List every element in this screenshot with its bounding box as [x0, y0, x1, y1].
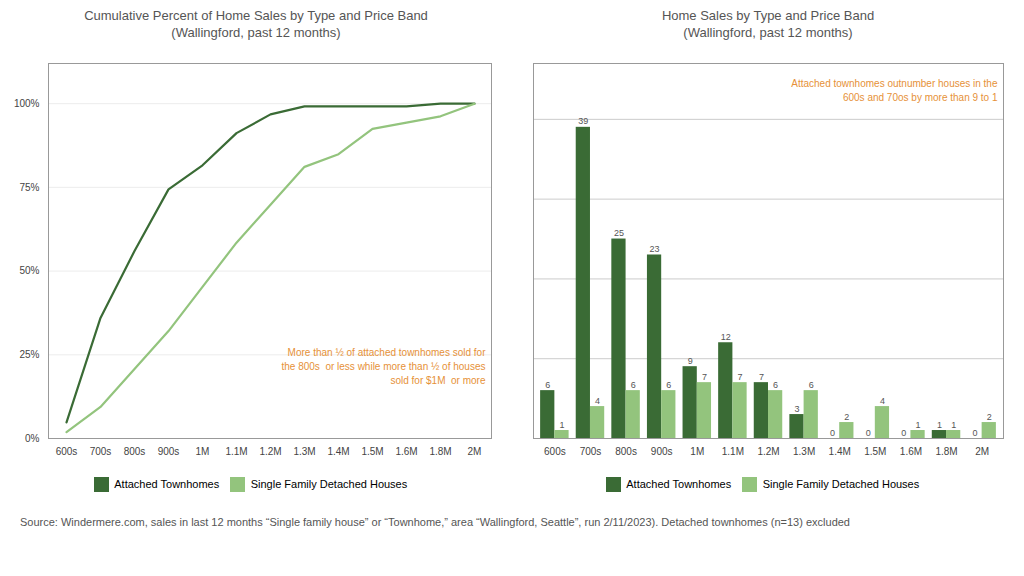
svg-text:39: 39: [578, 116, 588, 126]
svg-text:1M: 1M: [196, 445, 210, 456]
svg-text:25%: 25%: [19, 349, 39, 360]
svg-text:7: 7: [738, 371, 743, 381]
svg-text:1.1M: 1.1M: [722, 445, 744, 456]
svg-text:6: 6: [545, 379, 550, 389]
svg-text:25: 25: [614, 228, 624, 238]
svg-text:7: 7: [702, 371, 707, 381]
svg-text:900s: 900s: [651, 445, 673, 456]
svg-text:1.5M: 1.5M: [361, 445, 383, 456]
svg-text:2M: 2M: [975, 445, 989, 456]
svg-text:3: 3: [794, 403, 799, 413]
svg-text:600s: 600s: [544, 445, 566, 456]
html-text:Home Sales by Type and Price B: Home Sales by Type and Price Band (Walli…: [661, 8, 875, 40]
svg-text:1: 1: [937, 419, 942, 429]
svg-text:1: 1: [559, 419, 564, 429]
svg-text:1: 1: [951, 419, 956, 429]
svg-text:0%: 0%: [25, 432, 40, 443]
svg-text:1.4M: 1.4M: [327, 445, 349, 456]
html-text:Attached Townhomes: Attached Townhomes: [114, 478, 220, 491]
svg-text:1.2M: 1.2M: [259, 445, 281, 456]
svg-text:1.6M: 1.6M: [395, 445, 417, 456]
svg-text:1.8M: 1.8M: [935, 445, 957, 456]
svg-text:2: 2: [987, 411, 992, 421]
svg-text:4: 4: [880, 395, 885, 405]
html-text:Single Family Detached Houses: Single Family Detached Houses: [250, 478, 408, 491]
svg-text:More than ½ of attached townho: More than ½ of attached townhomes sold f…: [281, 346, 486, 385]
svg-text:6: 6: [809, 379, 814, 389]
svg-text:2M: 2M: [468, 445, 482, 456]
svg-text:4: 4: [595, 395, 600, 405]
svg-text:600s: 600s: [56, 445, 78, 456]
svg-text:1M: 1M: [690, 445, 704, 456]
svg-text:1.1M: 1.1M: [225, 445, 247, 456]
svg-text:Attached townhomes outnumber h: Attached townhomes outnumber houses in t…: [791, 78, 998, 103]
svg-text:1.5M: 1.5M: [864, 445, 886, 456]
svg-text:0: 0: [901, 427, 906, 437]
svg-text:75%: 75%: [19, 181, 39, 192]
svg-text:12: 12: [721, 332, 731, 342]
svg-text:2: 2: [844, 411, 849, 421]
html-text:Attached Townhomes: Attached Townhomes: [626, 478, 732, 491]
svg-text:50%: 50%: [19, 265, 39, 276]
svg-text:1.4M: 1.4M: [829, 445, 851, 456]
svg-text:0: 0: [866, 427, 871, 437]
html-text:Cumulative Percent of Home Sal: Cumulative Percent of Home Sales by Type…: [84, 8, 428, 40]
svg-text:100%: 100%: [14, 98, 40, 109]
svg-text:800s: 800s: [615, 445, 637, 456]
svg-text:1.8M: 1.8M: [429, 445, 451, 456]
svg-text:1.3M: 1.3M: [793, 445, 815, 456]
svg-text:900s: 900s: [158, 445, 180, 456]
svg-text:23: 23: [650, 244, 660, 254]
svg-text:1.2M: 1.2M: [757, 445, 779, 456]
svg-text:800s: 800s: [124, 445, 146, 456]
svg-text:1.3M: 1.3M: [293, 445, 315, 456]
svg-text:1: 1: [916, 419, 921, 429]
svg-text:7: 7: [759, 371, 764, 381]
html-text:Source: Windermere.com, sales: Source: Windermere.com, sales in last 12…: [20, 516, 850, 529]
svg-text:9: 9: [688, 355, 693, 365]
svg-text:700s: 700s: [90, 445, 112, 456]
svg-text:6: 6: [631, 379, 636, 389]
svg-text:1.6M: 1.6M: [900, 445, 922, 456]
svg-text:0: 0: [830, 427, 835, 437]
html-text:Single Family Detached Houses: Single Family Detached Houses: [762, 478, 920, 491]
svg-text:700s: 700s: [580, 445, 602, 456]
svg-text:6: 6: [666, 379, 671, 389]
svg-text:6: 6: [773, 379, 778, 389]
svg-text:0: 0: [973, 427, 978, 437]
